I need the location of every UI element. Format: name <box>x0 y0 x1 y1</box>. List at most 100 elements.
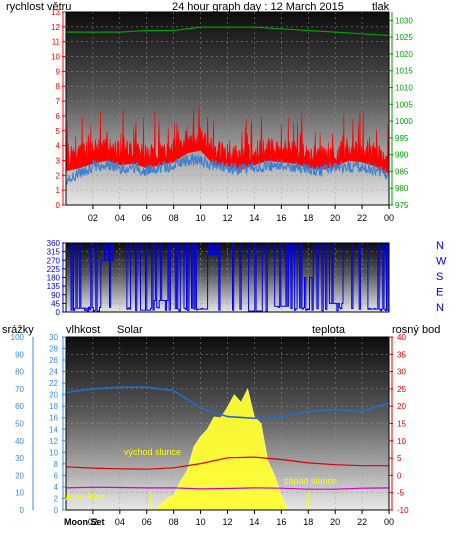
pressure-y-tick-label: 1000 <box>395 117 413 126</box>
temperature-y-tick-label: 25 <box>397 385 406 394</box>
compass-label: N <box>436 240 444 252</box>
sunset-label: západ slunce <box>284 476 337 486</box>
temperature-y-tick-label: 40 <box>397 333 406 342</box>
pressure-y-tick-label: 990 <box>395 151 409 160</box>
wind-y-tick-label: 6 <box>56 112 61 121</box>
humidity-y-ticks: 0 10 20 30 40 50 60 70 80 90 100 <box>11 333 34 515</box>
temperature-x-tick-label: 06 <box>142 517 152 527</box>
wind-chart-title: 24 hour graph day : 12 March 2015 <box>172 1 344 13</box>
pressure-y-tick-label: 1020 <box>395 50 413 59</box>
humidity-y-tick-label: 20 <box>15 471 24 480</box>
wind-x-tick-label: 16 <box>276 213 286 223</box>
temperature-x-tick-label: 08 <box>169 517 179 527</box>
rain-axis-label: srážky <box>2 324 34 336</box>
wind-x-tick-label: 14 <box>249 213 259 223</box>
humidity-y-tick-label: 70 <box>15 385 24 394</box>
temperature-y-tick-label: 5 <box>397 454 402 463</box>
wind-x-tick-label: 10 <box>196 213 206 223</box>
pressure-y-tick-label: 980 <box>395 184 409 193</box>
wind-y-tick-label: 10 <box>51 53 60 62</box>
pressure-axis-label: tlak <box>372 1 390 13</box>
sunrise-label: východ slunce <box>124 447 181 457</box>
rain-y-tick-label: 28 <box>49 345 58 354</box>
temperature-x-tick-label: 00 <box>384 517 394 527</box>
temperature-x-tick-label: 18 <box>303 517 313 527</box>
pressure-y-tick-label: 1030 <box>395 16 413 25</box>
humidity-y-tick-label: 10 <box>15 489 24 498</box>
wind-x-tick-label: 02 <box>88 213 98 223</box>
humidity-y-tick-label: 0 <box>20 506 25 515</box>
temperature-x-ticks: 02 04 06 08 10 12 14 16 18 20 22 00 <box>88 510 394 527</box>
temperature-y-tick-label: 35 <box>397 350 406 359</box>
pressure-y-tick-label: 995 <box>395 134 409 143</box>
rain-y-tick-label: 20 <box>49 391 58 400</box>
direction-y-tick-label: 360 <box>47 239 61 248</box>
direction-y-tick-label: 315 <box>47 248 61 257</box>
temperature-x-tick-label: 20 <box>330 517 340 527</box>
temperature-line <box>65 456 389 470</box>
temperature-y-tick-label: -10 <box>397 506 409 515</box>
temperature-series <box>65 386 390 511</box>
direction-y-tick-label: 45 <box>51 299 60 308</box>
pressure-y-tick-label: 1015 <box>395 67 413 76</box>
wind-x-tick-label: 04 <box>115 213 125 223</box>
moonset-label: Moon Set <box>64 517 105 527</box>
pressure-line <box>66 26 390 37</box>
moonrise-label: Moon Rise <box>62 492 105 502</box>
rain-y-tick-label: 16 <box>49 414 58 423</box>
compass-label: E <box>436 287 443 299</box>
rain-y-tick-label: 10 <box>49 448 58 457</box>
rain-y-tick-label: 22 <box>49 379 58 388</box>
temperature-y-ticks: -10 -5 0 5 10 15 20 25 30 35 40 <box>389 333 409 515</box>
wind-y-tick-label: 7 <box>56 97 61 106</box>
wind-x-tick-label: 06 <box>142 213 152 223</box>
rain-y-tick-label: 24 <box>49 368 58 377</box>
pressure-y-tick-label: 1010 <box>395 84 413 93</box>
wind-y-tick-label: 12 <box>51 23 60 32</box>
dewpoint-line <box>65 486 390 490</box>
rain-y-tick-label: 12 <box>49 437 58 446</box>
compass-label: W <box>436 256 447 268</box>
wind-x-tick-label: 18 <box>303 213 313 223</box>
temperature-x-tick-label: 22 <box>357 517 367 527</box>
temperature-y-tick-label: 30 <box>397 368 406 377</box>
direction-y-tick-label: 135 <box>47 282 61 291</box>
pressure-y-tick-label: 1025 <box>395 33 413 42</box>
wind-y-tick-label: 2 <box>56 171 61 180</box>
rain-y-tick-label: 26 <box>49 356 58 365</box>
wind-y-tick-label: 13 <box>51 8 60 17</box>
wind-y-tick-label: 3 <box>56 156 61 165</box>
humidity-line <box>65 386 390 420</box>
rain-y-tick-label: 30 <box>49 333 58 342</box>
rain-y-tick-label: 0 <box>54 506 59 515</box>
wind-axis-label: rychlost větru <box>6 1 71 13</box>
wind-x-tick-label: 12 <box>222 213 232 223</box>
direction-y-tick-label: 225 <box>47 265 61 274</box>
wind-x-tick-label: 00 <box>384 213 394 223</box>
solar-axis-label: Solar <box>117 324 143 336</box>
wind-x-tick-label: 08 <box>169 213 179 223</box>
direction-y-tick-label: 180 <box>47 274 61 283</box>
wind-gust-line <box>65 153 390 188</box>
rain-y-tick-label: 18 <box>49 402 58 411</box>
wind-x-tick-label: 20 <box>330 213 340 223</box>
temperature-x-tick-label: 02 <box>88 517 98 527</box>
wind-y-tick-label: 8 <box>56 82 61 91</box>
temperature-x-tick-label: 10 <box>196 517 206 527</box>
direction-y-tick-label: 270 <box>47 256 61 265</box>
temperature-x-tick-label: 16 <box>276 517 286 527</box>
humidity-y-tick-label: 80 <box>15 368 24 377</box>
pressure-y-tick-label: 975 <box>395 201 409 210</box>
wind-y-tick-label: 5 <box>56 127 61 136</box>
wind-x-ticks: 02 04 06 08 10 12 14 16 18 20 22 00 <box>88 205 394 223</box>
humidity-axis-label: vlhkost <box>66 324 100 336</box>
direction-y-tick-label: 0 <box>56 308 61 317</box>
wind-y-tick-label: 4 <box>56 142 61 151</box>
temperature-y-tick-label: -5 <box>397 489 405 498</box>
temperature-y-tick-label: 15 <box>397 420 406 429</box>
